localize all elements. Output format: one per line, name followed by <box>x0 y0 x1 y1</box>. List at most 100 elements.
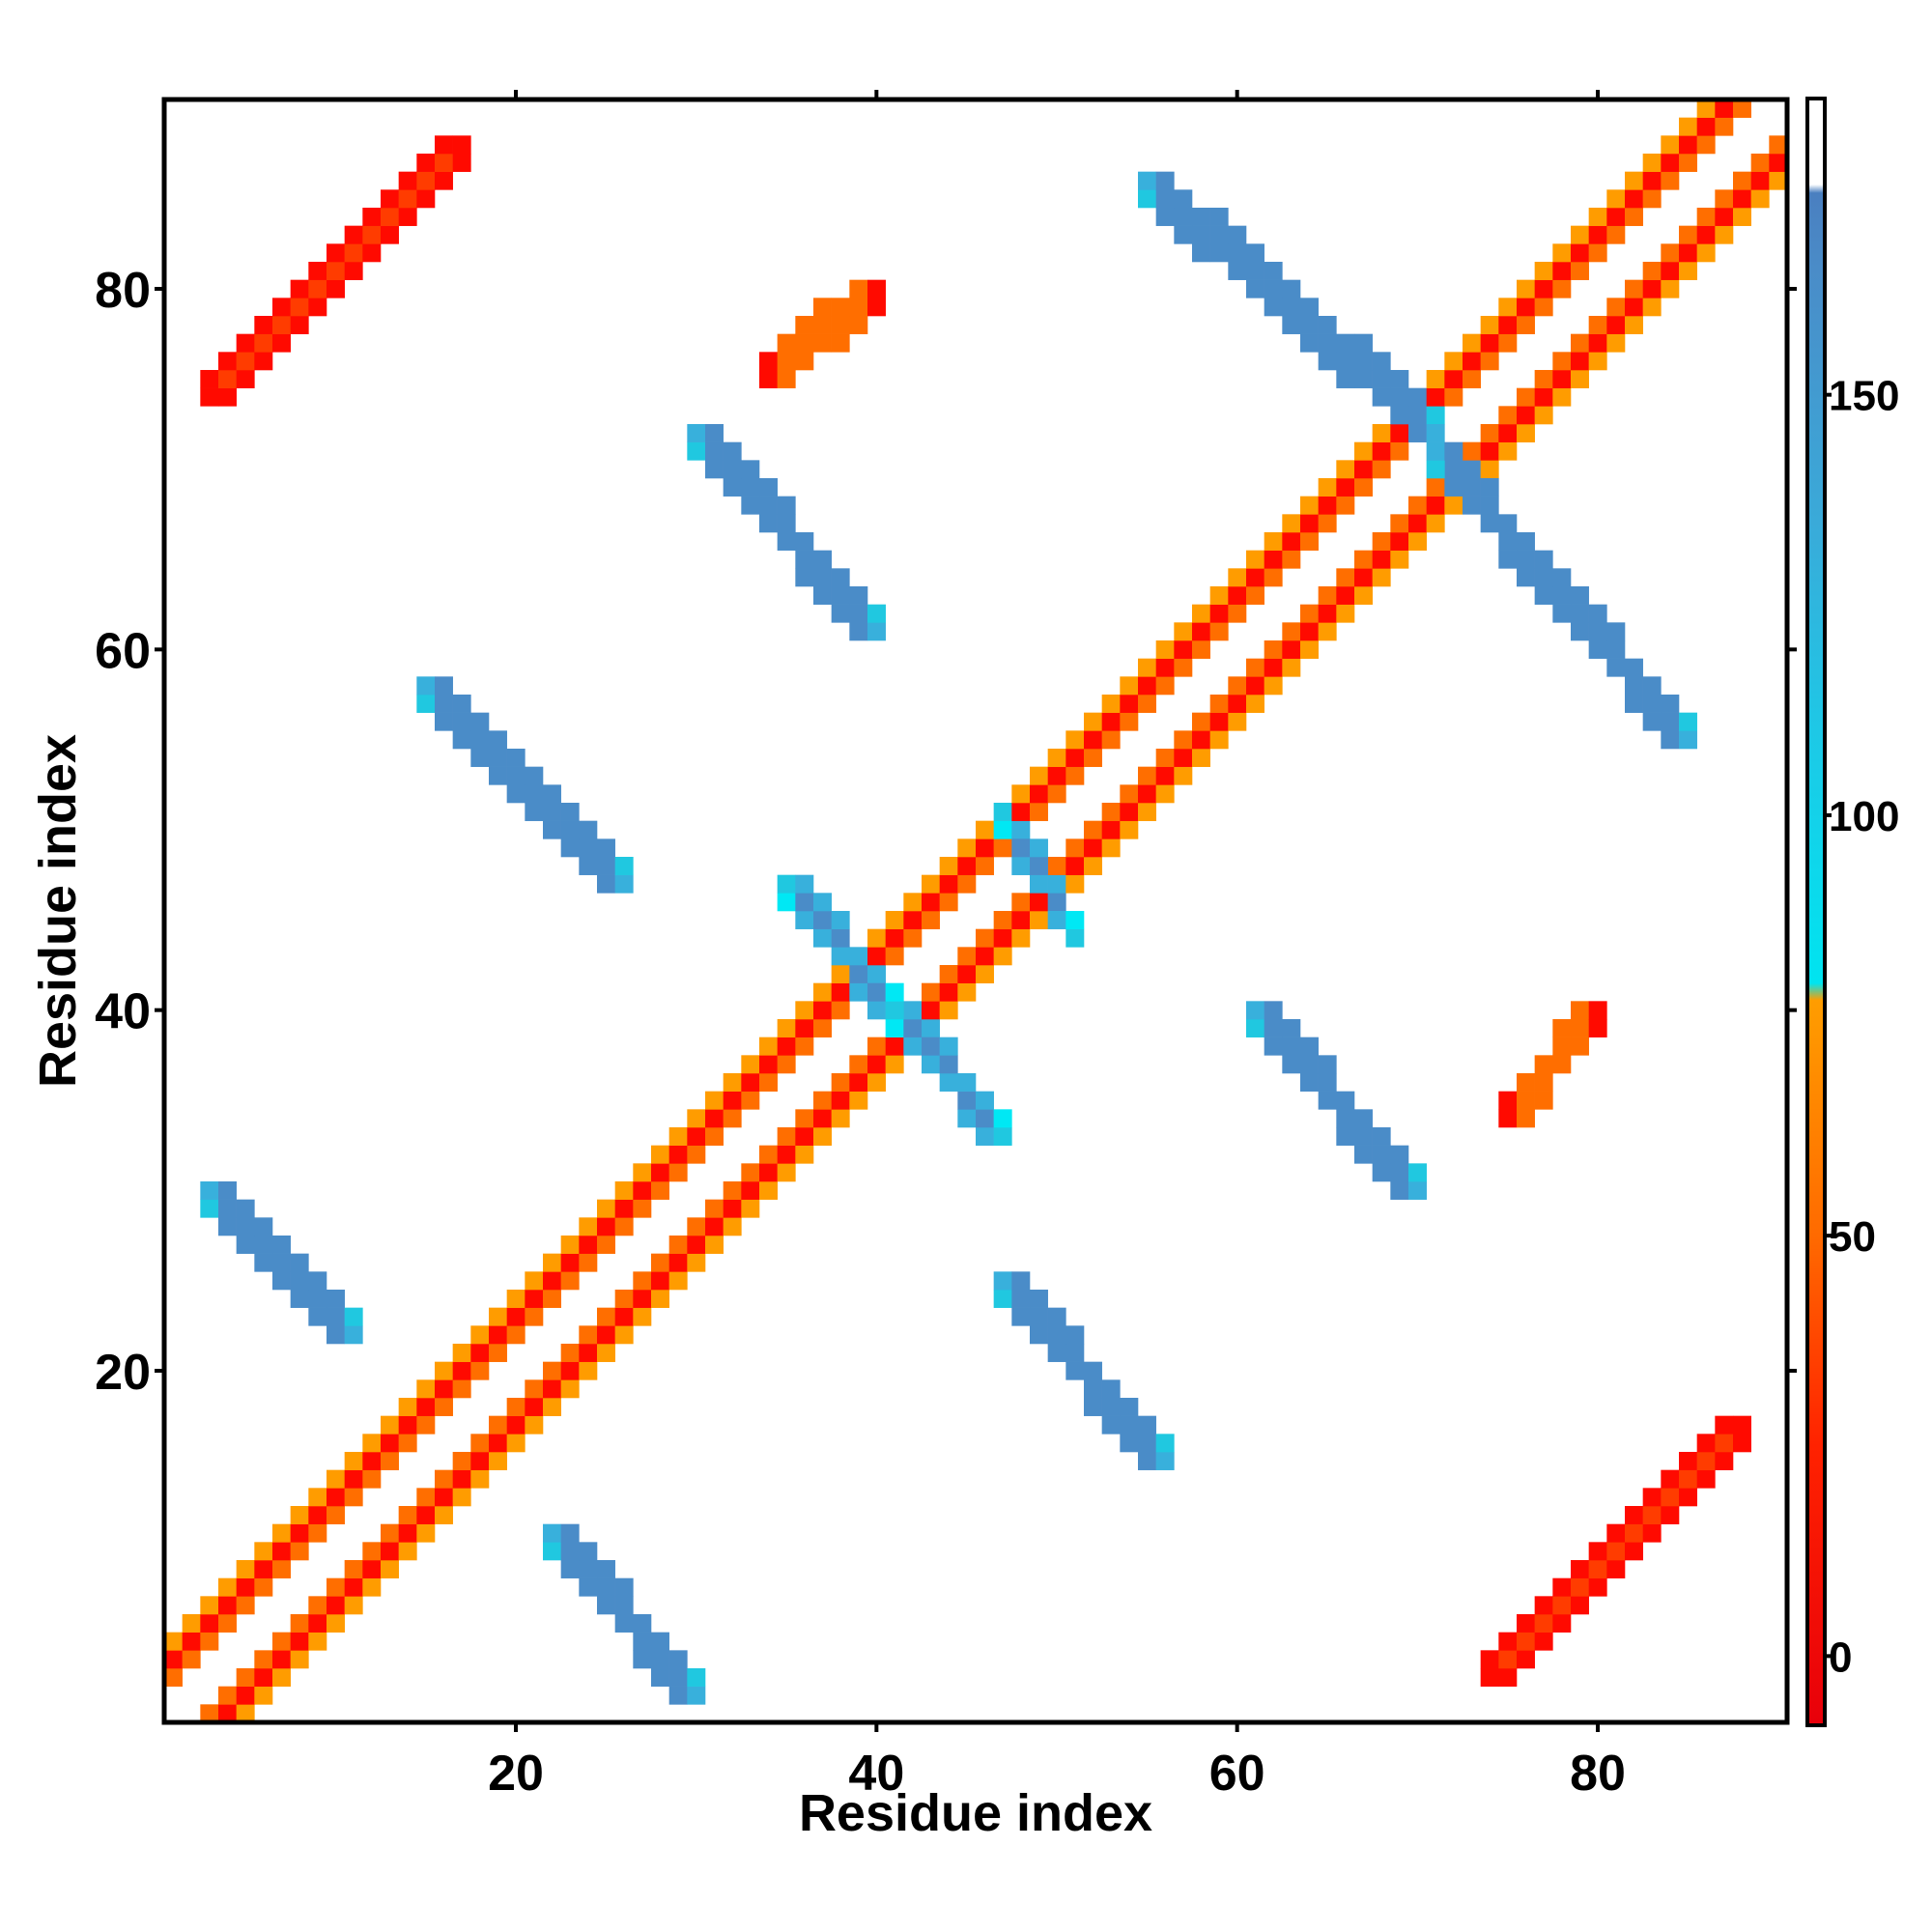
heatmap-cell <box>525 766 544 785</box>
heatmap-cell <box>236 1577 255 1597</box>
heatmap-cell <box>633 1632 652 1651</box>
heatmap-cell <box>1625 1523 1643 1543</box>
heatmap-cell <box>1552 586 1572 605</box>
heatmap-cell <box>1552 352 1572 371</box>
heatmap-cell <box>1101 838 1121 858</box>
heatmap-cell <box>597 1596 615 1615</box>
heatmap-cell <box>1715 208 1734 226</box>
heatmap-cell <box>1300 1055 1319 1074</box>
heatmap-cell <box>452 1344 471 1362</box>
heatmap-cell <box>1588 225 1607 244</box>
heatmap-cell <box>777 874 796 894</box>
heatmap-cell <box>362 243 382 263</box>
heatmap-cell <box>1300 298 1319 317</box>
heatmap-cell <box>849 1073 868 1092</box>
colorbar: 0 50 100 150 <box>1805 97 1899 1727</box>
heatmap-cell <box>1552 604 1572 623</box>
heatmap-cell <box>1444 496 1463 515</box>
heatmap-cell <box>1354 460 1373 479</box>
heatmap-cell <box>1011 1307 1031 1326</box>
heatmap-cell <box>795 333 814 353</box>
heatmap-cell <box>922 1019 940 1037</box>
heatmap-cell <box>831 947 850 966</box>
heatmap-cell <box>1661 135 1680 155</box>
heatmap-cell <box>651 1253 669 1272</box>
heatmap-cell <box>1155 676 1175 696</box>
heatmap-cell <box>1138 784 1156 804</box>
heatmap-cell <box>1030 874 1048 894</box>
heatmap-cell <box>885 947 904 966</box>
heatmap-cell <box>1030 893 1048 912</box>
heatmap-cell <box>1246 243 1264 263</box>
heatmap-cell <box>218 1199 237 1218</box>
heatmap-cell <box>1463 496 1481 515</box>
heatmap-cell <box>813 586 832 605</box>
heatmap-cell <box>344 1596 363 1615</box>
heatmap-cell <box>416 154 436 172</box>
colorbar-tick-label: 150 <box>1829 373 1899 420</box>
heatmap-cell <box>1498 333 1518 353</box>
heatmap-cell <box>381 1452 399 1470</box>
heatmap-cell <box>290 1523 309 1543</box>
heatmap-cell <box>1336 352 1355 371</box>
heatmap-cell <box>1408 406 1427 425</box>
heatmap-cell <box>1571 352 1589 371</box>
heatmap-cell <box>976 1091 994 1110</box>
heatmap-cell <box>1084 820 1102 839</box>
heatmap-cell <box>560 1542 580 1561</box>
heatmap-cell <box>560 1253 580 1272</box>
heatmap-cell <box>1606 1523 1626 1543</box>
heatmap-cell <box>1155 766 1175 785</box>
heatmap-cell <box>976 965 994 983</box>
heatmap-cell <box>723 1073 742 1092</box>
heatmap-cell <box>1372 387 1391 407</box>
heatmap-cell <box>957 874 977 894</box>
heatmap-cell <box>1300 622 1319 641</box>
heatmap-cell <box>668 1650 688 1669</box>
heatmap-cell <box>867 279 886 298</box>
heatmap-cell <box>525 1398 544 1416</box>
heatmap-cell <box>579 1361 598 1380</box>
heatmap-cell <box>1318 604 1337 623</box>
heatmap-cell <box>1336 1091 1355 1110</box>
heatmap-cell <box>723 1091 742 1110</box>
heatmap-cell <box>272 1668 291 1687</box>
heatmap-cell <box>1372 568 1391 587</box>
heatmap-cell <box>218 1704 237 1723</box>
heatmap-cell <box>344 1452 363 1470</box>
heatmap-cell <box>831 1001 850 1020</box>
heatmap-cell <box>1517 424 1535 442</box>
heatmap-cell <box>525 1290 544 1308</box>
heatmap-cell <box>1661 243 1680 263</box>
heatmap-cell <box>1192 622 1210 641</box>
heatmap-cell <box>470 1469 490 1489</box>
heatmap-cell <box>1408 424 1427 442</box>
heatmap-cell <box>218 1577 237 1597</box>
heatmap-cell <box>1517 298 1535 317</box>
heatmap-cell <box>687 1217 706 1236</box>
heatmap-cell <box>1588 1542 1607 1561</box>
heatmap-cell <box>1282 658 1301 677</box>
heatmap-cell <box>1534 1073 1553 1092</box>
heatmap-cell <box>957 982 977 1002</box>
heatmap-cell <box>976 838 994 858</box>
heatmap-cell <box>777 1163 796 1182</box>
heatmap-cell <box>903 911 923 929</box>
heatmap-cell <box>813 333 832 353</box>
heatmap-cell <box>560 1236 580 1254</box>
heatmap-cell <box>922 982 940 1002</box>
heatmap-cell <box>1192 604 1210 623</box>
heatmap-cell <box>1625 171 1643 190</box>
heatmap-cell <box>416 676 436 696</box>
heatmap-cell <box>1571 262 1589 280</box>
heatmap-cell <box>885 1019 904 1037</box>
heatmap-cell <box>344 243 363 263</box>
heatmap-cell <box>435 695 453 713</box>
heatmap-cell <box>759 478 778 497</box>
heatmap-cell <box>1534 279 1553 298</box>
heatmap-cell <box>1030 803 1048 821</box>
heatmap-cell <box>1264 532 1283 551</box>
heatmap-cell <box>1336 1109 1355 1128</box>
heatmap-cell <box>362 1452 382 1470</box>
heatmap-cell <box>344 1307 363 1326</box>
